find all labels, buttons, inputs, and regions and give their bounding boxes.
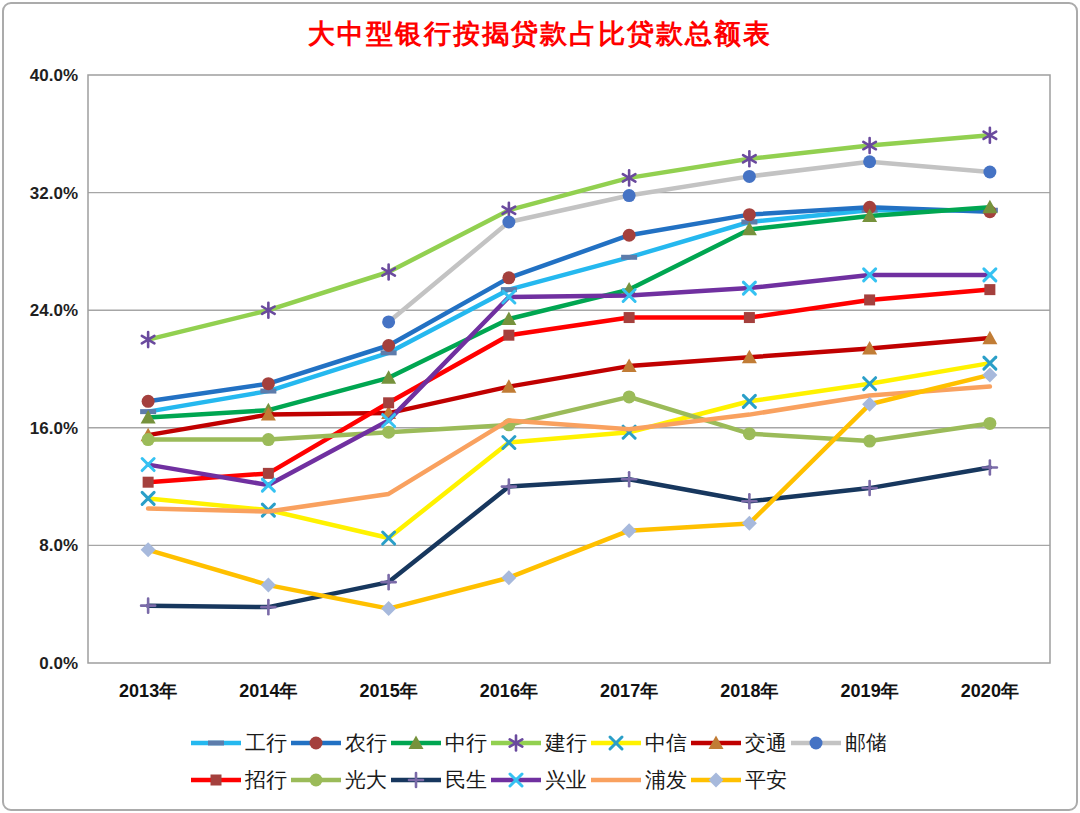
marker-circle-psbc	[623, 189, 636, 202]
y-tick-label: 0.0%	[39, 654, 78, 673]
marker-square-cmb	[211, 775, 222, 786]
legend-item-ccb: 建行	[490, 729, 587, 757]
marker-circle-abc	[502, 271, 515, 284]
marker-square-cmb	[143, 477, 154, 488]
x-tick-label: 2017年	[600, 681, 658, 701]
marker-circle-psbc	[382, 315, 395, 328]
marker-square-cmb	[383, 397, 394, 408]
legend-item-minsheng: 民生	[390, 766, 487, 794]
legend-swatch-cmb	[190, 769, 242, 791]
y-tick-label: 8.0%	[39, 536, 78, 555]
legend-label-spdb: 浦发	[645, 766, 687, 794]
marker-dash-icbc	[621, 255, 637, 260]
legend-row-2: 招行 光大 民生 兴业 浦发 平安	[190, 766, 790, 794]
y-tick-label: 32.0%	[30, 184, 78, 203]
chart-window: 大中型银行按揭贷款占比贷款总额表 0.0%8.0%16.0%24.0%32.0%…	[0, 0, 1080, 813]
legend-label-cmb: 招行	[245, 766, 287, 794]
marker-circle-abc	[310, 737, 323, 750]
y-tick-label: 16.0%	[30, 419, 78, 438]
legend-item-spdb: 浦发	[590, 766, 687, 794]
chart-legend: 工行 农行 中行 建行 中信 交通 邮储招行 光大 民生 兴业 浦发 平安	[190, 729, 890, 794]
legend-swatch-minsheng	[390, 769, 442, 791]
legend-swatch-pingan	[690, 769, 742, 791]
legend-swatch-spdb	[590, 769, 642, 791]
legend-swatch-cib	[490, 769, 542, 791]
marker-dash-icbc	[208, 741, 224, 746]
legend-swatch-ccb	[490, 732, 542, 754]
legend-label-abc: 农行	[345, 729, 387, 757]
x-tick-label: 2014年	[239, 681, 297, 701]
legend-item-abc: 农行	[290, 729, 387, 757]
legend-swatch-bocom	[690, 732, 742, 754]
legend-item-pingan: 平安	[690, 766, 787, 794]
marker-diamond-pingan	[381, 601, 396, 616]
x-tick-label: 2019年	[841, 681, 899, 701]
marker-square-cmb	[744, 312, 755, 323]
marker-diamond-pingan	[622, 523, 637, 538]
marker-circle-ceb	[743, 427, 756, 440]
marker-circle-abc	[623, 229, 636, 242]
marker-square-cmb	[624, 312, 635, 323]
legend-swatch-icbc	[190, 732, 242, 754]
legend-label-pingan: 平安	[745, 766, 787, 794]
marker-square-cmb	[864, 294, 875, 305]
x-tick-label: 2018年	[720, 681, 778, 701]
legend-item-icbc: 工行	[190, 729, 287, 757]
legend-swatch-abc	[290, 732, 342, 754]
marker-circle-ceb	[863, 435, 876, 448]
marker-square-cmb	[263, 468, 274, 479]
x-tick-label: 2020年	[961, 681, 1019, 701]
marker-circle-abc	[743, 208, 756, 221]
marker-circle-ceb	[623, 390, 636, 403]
marker-diamond-pingan	[709, 773, 724, 788]
legend-label-icbc: 工行	[245, 729, 287, 757]
marker-square-cmb	[984, 284, 995, 295]
marker-circle-psbc	[502, 216, 515, 229]
marker-circle-ceb	[310, 774, 323, 787]
legend-item-bocom: 交通	[690, 729, 787, 757]
marker-diamond-pingan	[501, 570, 516, 585]
marker-circle-ceb	[983, 417, 996, 430]
line-chart-canvas: 0.0% 8.0% 16.0% 24.0% 32.0% 40.0% 2013年 2014年 20…	[0, 0, 1080, 813]
marker-diamond-pingan	[141, 542, 156, 557]
y-tick-label: 40.0%	[30, 66, 78, 85]
marker-circle-psbc	[810, 737, 823, 750]
legend-swatch-boc	[390, 732, 442, 754]
marker-circle-psbc	[983, 166, 996, 179]
legend-label-minsheng: 民生	[445, 766, 487, 794]
marker-circle-ceb	[382, 426, 395, 439]
legend-item-cib: 兴业	[490, 766, 587, 794]
legend-row-1: 工行 农行 中行 建行 中信 交通 邮储	[190, 729, 890, 757]
x-tick-label: 2016年	[480, 681, 538, 701]
legend-item-citic: 中信	[590, 729, 687, 757]
marker-circle-ceb	[142, 433, 155, 446]
marker-circle-abc	[142, 395, 155, 408]
legend-label-citic: 中信	[645, 729, 687, 757]
legend-label-psbc: 邮储	[845, 729, 887, 757]
marker-circle-abc	[382, 339, 395, 352]
legend-item-cmb: 招行	[190, 766, 287, 794]
marker-circle-abc	[262, 377, 275, 390]
legend-swatch-psbc	[790, 732, 842, 754]
marker-circle-psbc	[863, 155, 876, 168]
legend-swatch-citic	[590, 732, 642, 754]
legend-label-boc: 中行	[445, 729, 487, 757]
x-tick-label: 2013年	[119, 681, 177, 701]
marker-diamond-pingan	[261, 578, 276, 593]
legend-label-bocom: 交通	[745, 729, 787, 757]
legend-label-cib: 兴业	[545, 766, 587, 794]
marker-square-cmb	[503, 330, 514, 341]
marker-circle-psbc	[743, 170, 756, 183]
legend-item-psbc: 邮储	[790, 729, 887, 757]
legend-item-boc: 中行	[390, 729, 487, 757]
series-line-ccb	[148, 135, 990, 339]
legend-swatch-ceb	[290, 769, 342, 791]
legend-item-ceb: 光大	[290, 766, 387, 794]
legend-label-ceb: 光大	[345, 766, 387, 794]
y-tick-label: 24.0%	[30, 301, 78, 320]
marker-circle-ceb	[262, 433, 275, 446]
x-tick-label: 2015年	[360, 681, 418, 701]
legend-label-ccb: 建行	[545, 729, 587, 757]
